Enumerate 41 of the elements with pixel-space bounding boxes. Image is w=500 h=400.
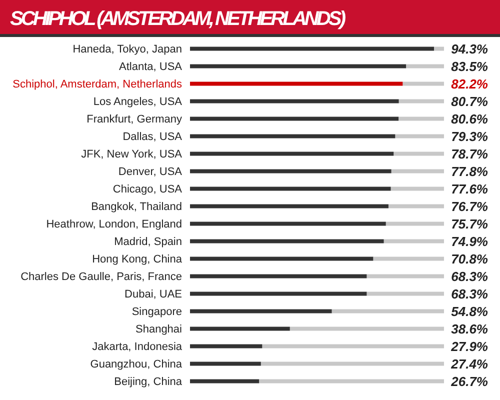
y-tick-label: Heathrow, London, England <box>46 218 182 231</box>
data-label: 74.9% <box>451 234 488 249</box>
y-tick-label: Charles De Gaulle, Paris, France <box>20 271 182 284</box>
y-tick-label: Singapore <box>132 306 182 318</box>
data-label: 80.7% <box>451 94 488 109</box>
data-label: 27.9% <box>450 338 488 354</box>
y-tick-label: Madrid, Spain <box>114 236 182 248</box>
data-label: 94.3% <box>451 41 488 56</box>
y-tick-label: Schiphol, Amsterdam, Netherlands <box>12 78 182 91</box>
y-tick-label: Bangkok, Thailand <box>91 201 182 214</box>
data-label: 27.4% <box>450 356 488 372</box>
data-label: 70.8% <box>451 251 488 266</box>
data-label: 75.7% <box>451 216 488 232</box>
y-tick-label: Frankfurt, Germany <box>86 114 182 126</box>
y-tick-label: Jakarta, Indonesia <box>92 341 183 354</box>
y-tick-label: Denver, USA <box>118 166 183 178</box>
data-label: 54.8% <box>451 304 488 319</box>
y-tick-label: JFK, New York, USA <box>81 148 183 161</box>
data-label: 80.6% <box>451 111 488 126</box>
data-label: 82.2% <box>451 76 488 92</box>
data-label: 77.6% <box>451 181 488 196</box>
y-tick-label: Guangzhou, China <box>90 358 183 371</box>
data-label: 76.7% <box>451 198 488 214</box>
y-tick-label: Dubai, UAE <box>124 288 182 301</box>
y-tick-label: Dallas, USA <box>122 131 183 144</box>
data-label: 38.6% <box>451 321 488 336</box>
data-label: 83.5% <box>451 58 488 74</box>
data-label: 79.3% <box>451 128 488 144</box>
data-label: 68.3% <box>451 268 488 284</box>
data-label: 68.3% <box>451 286 488 302</box>
y-tick-label: Los Angeles, USA <box>93 96 183 108</box>
y-tick-label: Beijing, China <box>114 376 183 388</box>
data-label: 77.8% <box>451 164 488 179</box>
y-tick-label: Shanghai <box>136 324 182 336</box>
y-tick-label: Atlanta, USA <box>119 61 183 74</box>
y-tick-label: Chicago, USA <box>112 184 183 196</box>
data-label: 78.7% <box>451 146 488 162</box>
y-tick-label: Hong Kong, China <box>92 254 183 266</box>
y-tick-label: Haneda, Tokyo, Japan <box>72 44 182 56</box>
chart-title: SCHIPHOL (AMSTERDAM, NETHERLANDS) <box>10 8 346 30</box>
data-label: 26.7% <box>450 374 488 389</box>
